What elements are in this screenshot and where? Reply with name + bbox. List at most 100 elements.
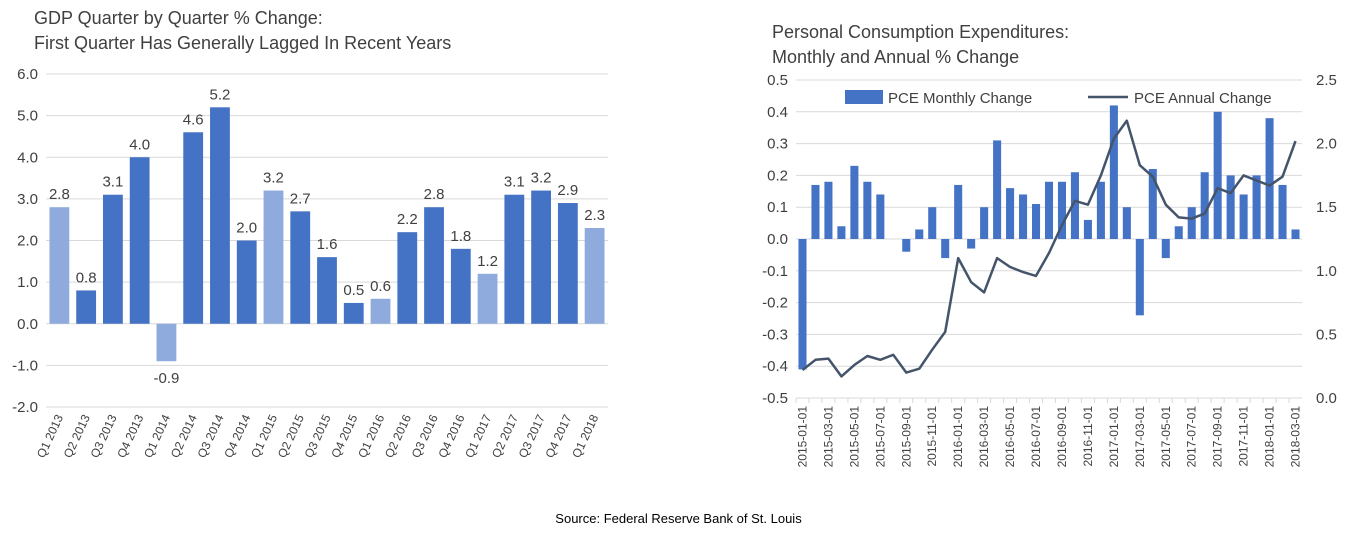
right-x-tick-label: 2015-03-01 — [821, 406, 835, 468]
pce-monthly-bar — [1200, 172, 1209, 239]
gdp-data-label: 4.0 — [129, 136, 150, 153]
gdp-data-label: 0.6 — [370, 278, 391, 295]
pce-monthly-bar — [993, 140, 1002, 239]
right-x-tick-label: 2015-01-01 — [795, 406, 809, 468]
gdp-bar — [424, 207, 444, 324]
gdp-data-label: 1.2 — [477, 253, 498, 270]
pce-monthly-bar — [1070, 172, 1079, 239]
gdp-bar — [531, 190, 551, 324]
gdp-bar — [397, 232, 418, 324]
right-x-tick-label: 2016-09-01 — [1055, 406, 1069, 468]
gdp-data-label: 0.5 — [343, 282, 364, 299]
pce-monthly-bar — [1019, 194, 1028, 239]
pce-monthly-bar — [1278, 184, 1287, 239]
right-right-y-tick-label: 0.5 — [1316, 326, 1337, 343]
right-left-y-tick-label: -0.2 — [762, 295, 788, 312]
gdp-data-label: 2.3 — [584, 207, 605, 224]
gdp-data-label: 3.1 — [102, 174, 123, 191]
pce-monthly-bar — [1044, 181, 1054, 239]
gdp-data-label: 4.6 — [183, 111, 204, 128]
gdp-bar — [210, 107, 230, 324]
pce-monthly-bar — [811, 184, 820, 239]
pce-monthly-bar — [1148, 169, 1157, 239]
right-left-y-tick-label: -0.4 — [762, 358, 788, 375]
pce-monthly-bar — [798, 239, 807, 370]
right-x-tick-label: 2018-01-01 — [1263, 406, 1277, 468]
right-right-y-tick-label: 2.5 — [1316, 72, 1337, 89]
gdp-data-label: 1.8 — [450, 228, 471, 245]
gdp-data-label: 3.2 — [263, 170, 284, 187]
left-y-tick-label: -1.0 — [12, 357, 38, 374]
pce-monthly-bar — [1187, 207, 1196, 239]
left-y-tick-label: 0.0 — [17, 316, 38, 333]
legend-swatch-pce-monthly — [845, 90, 883, 104]
right-x-tick-label: 2015-07-01 — [873, 406, 887, 468]
gdp-bar — [477, 273, 498, 324]
pce-monthly-bar — [941, 239, 950, 259]
gdp-bar — [584, 228, 605, 324]
pce-monthly-bar — [850, 165, 859, 239]
left-y-tick-label: -2.0 — [12, 399, 38, 416]
right-x-tick-label: 2015-05-01 — [847, 406, 861, 468]
pce-monthly-bar — [1265, 118, 1274, 239]
right-x-tick-label: 2015-11-01 — [925, 406, 939, 467]
right-right-y-tick-label: 1.0 — [1316, 263, 1337, 280]
pce-monthly-bar — [1057, 181, 1066, 239]
gdp-bar — [370, 298, 391, 324]
left-chart: 6.05.04.03.02.01.00.0-1.0-2.02.8Q1 20130… — [12, 66, 608, 460]
right-x-tick-label: 2015-09-01 — [899, 406, 913, 468]
right-x-tick-label: 2016-05-01 — [1003, 406, 1017, 468]
right-x-tick-label: 2017-11-01 — [1237, 406, 1251, 467]
legend-label-pce-annual: PCE Annual Change — [1134, 90, 1272, 107]
gdp-data-label: 0.8 — [76, 269, 97, 286]
left-y-tick-label: 2.0 — [17, 233, 38, 250]
pce-monthly-bar — [863, 181, 872, 239]
pce-monthly-bar — [902, 239, 911, 252]
right-left-y-tick-label: 0.0 — [767, 231, 788, 248]
left-chart-title-line-2: First Quarter Has Generally Lagged In Re… — [34, 33, 452, 53]
pce-monthly-bar — [1161, 239, 1170, 259]
right-left-y-tick-label: 0.4 — [767, 104, 788, 121]
pce-monthly-bar — [915, 229, 924, 239]
right-x-tick-label: 2017-05-01 — [1159, 406, 1173, 468]
gdp-data-label: 5.2 — [210, 86, 231, 103]
left-y-tick-label: 5.0 — [17, 108, 38, 125]
gdp-bar — [263, 190, 284, 324]
right-right-y-tick-label: 1.5 — [1316, 199, 1337, 216]
gdp-data-label: 2.7 — [290, 190, 311, 207]
right-right-y-tick-label: 0.0 — [1316, 390, 1337, 407]
right-left-y-tick-label: 0.1 — [767, 199, 788, 216]
right-x-tick-label: 2017-09-01 — [1211, 406, 1225, 468]
gdp-bar — [290, 211, 311, 324]
gdp-bar — [317, 257, 337, 324]
gdp-bar — [49, 207, 70, 324]
pce-monthly-bar — [980, 207, 989, 239]
right-x-tick-label: 2017-07-01 — [1185, 406, 1199, 468]
gdp-data-label: 3.2 — [531, 170, 552, 187]
left-y-tick-label: 3.0 — [17, 191, 38, 208]
gdp-bar — [343, 302, 364, 324]
right-left-y-tick-label: -0.3 — [762, 326, 788, 343]
left-y-tick-label: 4.0 — [17, 149, 38, 166]
pce-monthly-bar — [1122, 207, 1131, 239]
source-note: Source: Federal Reserve Bank of St. Loui… — [555, 511, 802, 526]
pce-monthly-bar — [1109, 105, 1118, 239]
pce-monthly-bar — [1213, 111, 1222, 239]
gdp-bar — [103, 194, 123, 324]
right-chart-title-line-1: Personal Consumption Expenditures: — [772, 22, 1070, 42]
gdp-bar — [76, 290, 97, 324]
right-left-y-tick-label: 0.3 — [767, 136, 788, 153]
right-left-y-tick-label: 0.2 — [767, 167, 788, 184]
gdp-data-label: 2.9 — [557, 182, 578, 199]
legend-label-pce-monthly: PCE Monthly Change — [888, 90, 1032, 107]
pce-monthly-bar — [954, 184, 963, 239]
pce-monthly-bar — [967, 239, 976, 249]
pce-monthly-bar — [1291, 229, 1300, 239]
pce-monthly-bar — [824, 181, 833, 239]
right-chart-title-line-2: Monthly and Annual % Change — [772, 47, 1020, 67]
pce-monthly-bar — [1006, 188, 1015, 239]
gdp-data-label: 2.8 — [49, 186, 70, 203]
left-chart-title-line-1: GDP Quarter by Quarter % Change: — [34, 8, 323, 28]
right-x-tick-label: 2016-11-01 — [1081, 406, 1095, 467]
gdp-bar — [450, 248, 471, 324]
